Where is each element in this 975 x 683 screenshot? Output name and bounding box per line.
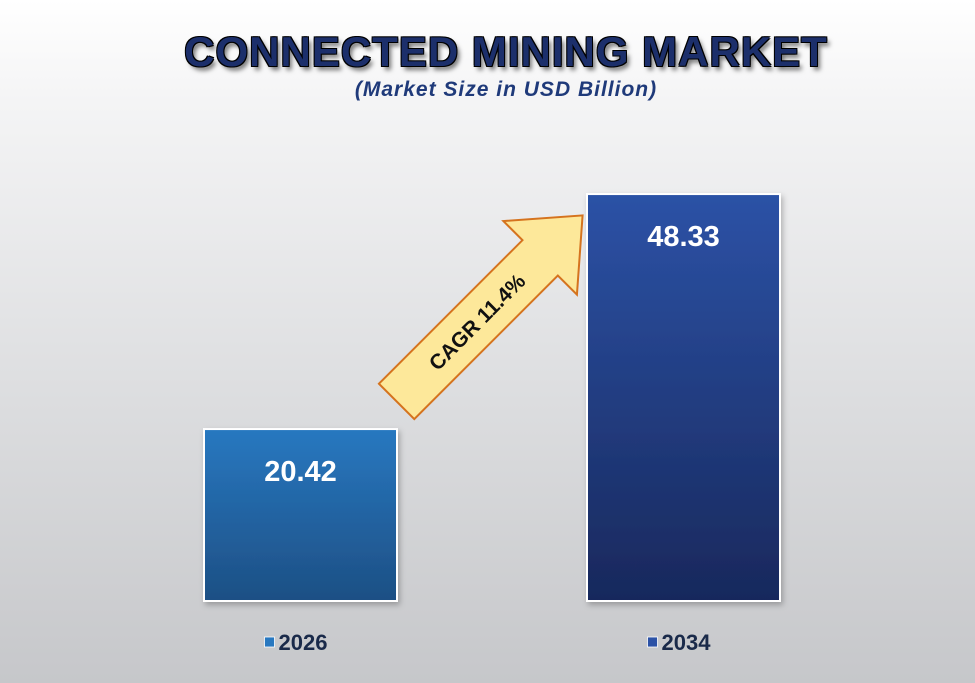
cagr-arrow: CAGR 11.4%	[377, 214, 584, 421]
legend-swatch-2034	[647, 636, 658, 648]
chart-subtitle: (Market Size in USD Billion)	[354, 78, 658, 101]
data-label-2026: 20.42	[264, 456, 337, 488]
bar-2034	[586, 193, 781, 602]
legend-swatch-2026	[264, 636, 275, 648]
bar-2026	[203, 428, 398, 602]
legend-label-2026: 2026	[279, 630, 328, 655]
chart-title: CONNECTED MINING MARKET	[184, 28, 828, 75]
data-label-2034: 48.33	[647, 221, 720, 253]
legend-label-2034: 2034	[662, 630, 712, 655]
